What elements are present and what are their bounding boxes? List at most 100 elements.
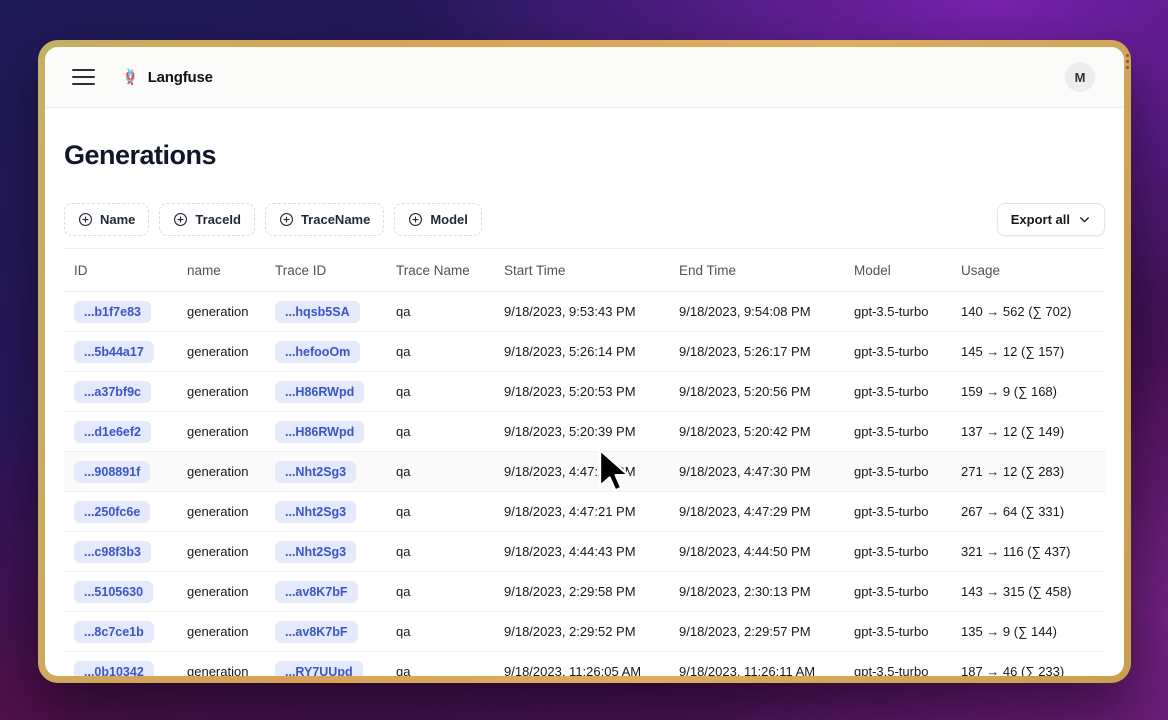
table-row[interactable]: ...a37bf9c generation ...H86RWpd qa 9/18… <box>64 371 1105 412</box>
generation-id-badge[interactable]: ...5105630 <box>74 580 154 603</box>
trace-id-badge[interactable]: ...hefooOm <box>275 340 361 363</box>
trace-id-badge[interactable]: ...RY7UUpd <box>275 660 363 676</box>
column-header: Usage <box>951 248 1105 292</box>
model-cell: gpt-3.5-turbo <box>844 371 951 412</box>
trace-name-cell: qa <box>386 331 494 372</box>
usage-cell: 145 → 12 (∑ 157) <box>951 331 1105 372</box>
name-cell: generation <box>177 571 265 612</box>
generation-id-badge[interactable]: ...d1e6ef2 <box>74 420 151 443</box>
name-cell: generation <box>177 651 265 676</box>
model-cell: gpt-3.5-turbo <box>844 651 951 676</box>
usage-cell: 321 → 116 (∑ 437) <box>951 531 1105 572</box>
knot-logo-icon: 🪢 <box>121 69 140 86</box>
table-row[interactable]: ...b1f7e83 generation ...hqsb5SA qa 9/18… <box>64 291 1105 332</box>
table-row[interactable]: ...8c7ce1b generation ...av8K7bF qa 9/18… <box>64 611 1105 652</box>
trace-name-cell: qa <box>386 611 494 652</box>
column-header: name <box>177 248 265 292</box>
filter-label: Model <box>430 212 468 227</box>
table-row[interactable]: ...5b44a17 generation ...hefooOm qa 9/18… <box>64 331 1105 372</box>
trace-id-badge[interactable]: ...Nht2Sg3 <box>275 460 357 483</box>
table-row[interactable]: ...5105630 generation ...av8K7bF qa 9/18… <box>64 571 1105 612</box>
user-avatar[interactable]: M <box>1065 62 1095 92</box>
table-row[interactable]: ...0b10342 generation ...RY7UUpd qa 9/18… <box>64 651 1105 676</box>
generation-id-badge[interactable]: ...c98f3b3 <box>74 540 151 563</box>
start-time-cell: 9/18/2023, 5:26:14 PM <box>494 331 669 372</box>
start-time-cell: 9/18/2023, 2:29:58 PM <box>494 571 669 612</box>
circle-plus-icon <box>174 213 188 226</box>
generation-id-badge[interactable]: ...b1f7e83 <box>74 300 151 323</box>
trace-id-badge[interactable]: ...Nht2Sg3 <box>275 500 357 523</box>
usage-cell: 187 → 46 (∑ 233) <box>951 651 1105 676</box>
generation-id-badge[interactable]: ...908891f <box>74 460 151 483</box>
usage-cell: 135 → 9 (∑ 144) <box>951 611 1105 652</box>
name-cell: generation <box>177 611 265 652</box>
app-window: 🪢 Langfuse M Generations Name <box>45 47 1124 676</box>
trace-name-cell: qa <box>386 411 494 452</box>
add-filter-button[interactable]: TraceName <box>264 203 385 236</box>
circle-plus-icon <box>409 213 423 226</box>
generation-id-badge[interactable]: ...5b44a17 <box>74 340 154 363</box>
usage-cell: 159 → 9 (∑ 168) <box>951 371 1105 412</box>
usage-cell: 140 → 562 (∑ 702) <box>951 291 1105 332</box>
name-cell: generation <box>177 291 265 332</box>
menu-hamburger-icon[interactable] <box>72 64 95 90</box>
add-filter-button[interactable]: Name <box>64 203 150 236</box>
filter-label: TraceName <box>300 212 371 227</box>
model-cell: gpt-3.5-turbo <box>844 291 951 332</box>
generation-id-badge[interactable]: ...a37bf9c <box>74 380 151 403</box>
trace-name-cell: qa <box>386 531 494 572</box>
export-all-label: Export all <box>1010 212 1070 227</box>
end-time-cell: 9/18/2023, 5:20:42 PM <box>669 411 844 452</box>
column-header: Trace Name <box>386 248 494 292</box>
table-row[interactable]: ...c98f3b3 generation ...Nht2Sg3 qa 9/18… <box>64 531 1105 572</box>
end-time-cell: 9/18/2023, 5:26:17 PM <box>669 331 844 372</box>
table-row[interactable]: ...250fc6e generation ...Nht2Sg3 qa 9/18… <box>64 491 1105 532</box>
start-time-cell: 9/18/2023, 2:29:52 PM <box>494 611 669 652</box>
start-time-cell: 9/18/2023, 4:44:43 PM <box>494 531 669 572</box>
top-navigation-bar: 🪢 Langfuse M <box>45 47 1124 108</box>
model-cell: gpt-3.5-turbo <box>844 451 951 492</box>
model-cell: gpt-3.5-turbo <box>844 531 951 572</box>
brand-logo: 🪢 Langfuse <box>121 68 213 87</box>
trace-id-badge[interactable]: ...av8K7bF <box>275 580 358 603</box>
usage-cell: 271 → 12 (∑ 283) <box>951 451 1105 492</box>
trace-name-cell: qa <box>386 651 494 676</box>
trace-id-badge[interactable]: ...H86RWpd <box>275 380 365 403</box>
end-time-cell: 9/18/2023, 2:30:13 PM <box>669 571 844 612</box>
circle-plus-icon <box>79 213 92 226</box>
table-header-row: ID name Trace ID Trace Name Start Time E… <box>64 248 1105 292</box>
name-cell: generation <box>177 531 265 572</box>
usage-cell: 267 → 64 (∑ 331) <box>951 491 1105 532</box>
generation-id-badge[interactable]: ...250fc6e <box>74 500 151 523</box>
column-header: ID <box>64 248 177 292</box>
start-time-cell: 9/18/2023, 4:47:21 PM <box>494 491 669 532</box>
export-all-button[interactable]: Export all <box>996 203 1105 236</box>
trace-id-badge[interactable]: ...Nht2Sg3 <box>275 540 357 563</box>
name-cell: generation <box>177 331 265 372</box>
column-header: Model <box>844 248 951 292</box>
table-row[interactable]: ...d1e6ef2 generation ...H86RWpd qa 9/18… <box>64 411 1105 452</box>
model-cell: gpt-3.5-turbo <box>844 611 951 652</box>
add-filter-button[interactable]: TraceId <box>159 203 255 236</box>
add-filter-button[interactable]: Model <box>394 203 482 236</box>
main-content: Generations Name <box>45 140 1124 676</box>
start-time-cell: 9/18/2023, 5:20:39 PM <box>494 411 669 452</box>
generation-id-badge[interactable]: ...8c7ce1b <box>74 620 154 643</box>
trace-id-badge[interactable]: ...av8K7bF <box>275 620 358 643</box>
trace-id-badge[interactable]: ...H86RWpd <box>275 420 365 443</box>
column-header: Trace ID <box>265 248 386 292</box>
column-header: Start Time <box>494 248 669 292</box>
model-cell: gpt-3.5-turbo <box>844 571 951 612</box>
end-time-cell: 9/18/2023, 2:29:57 PM <box>669 611 844 652</box>
trace-name-cell: qa <box>386 371 494 412</box>
brand-name: Langfuse <box>147 68 213 86</box>
trace-id-badge[interactable]: ...hqsb5SA <box>275 300 360 323</box>
table-row[interactable]: ...908891f generation ...Nht2Sg3 qa 9/18… <box>64 451 1105 492</box>
model-cell: gpt-3.5-turbo <box>844 411 951 452</box>
start-time-cell: 9/18/2023, 5:20:53 PM <box>494 371 669 412</box>
trace-name-cell: qa <box>386 291 494 332</box>
generation-id-badge[interactable]: ...0b10342 <box>74 660 154 676</box>
start-time-cell: 9/18/2023, 11:26:05 AM <box>494 651 669 676</box>
filter-label: Name <box>100 212 136 227</box>
